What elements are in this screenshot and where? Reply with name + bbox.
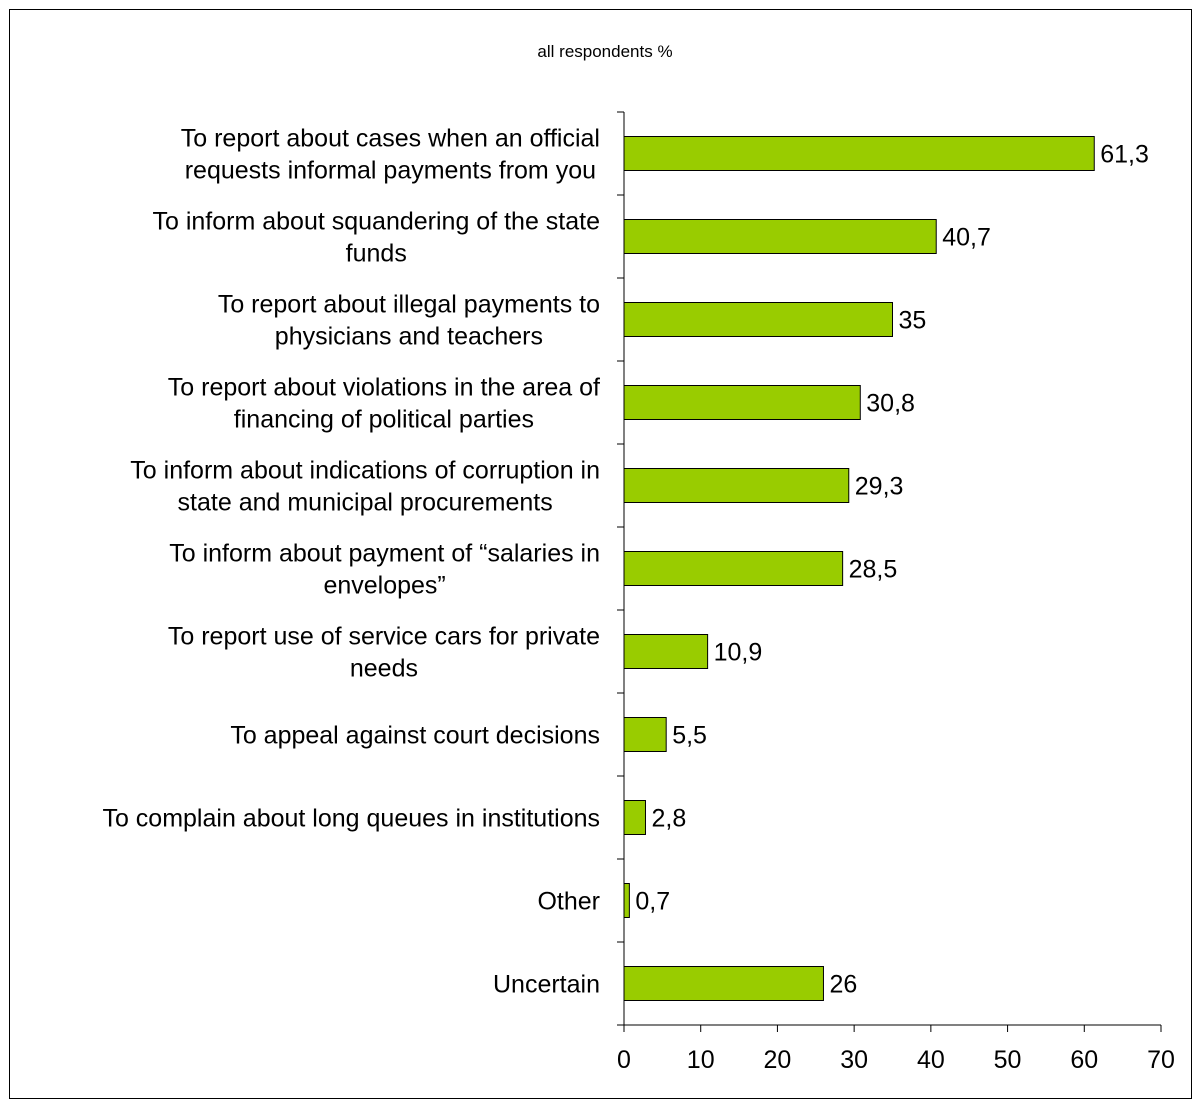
bar <box>623 800 646 835</box>
bar <box>623 219 937 254</box>
value-labels-group: 61,3 40,7 35 30,8 29,3 28,5 10,9 5,5 2,8 0,7 26 <box>635 141 1149 999</box>
category-label: physicians and teachers <box>275 323 543 351</box>
category-label: funds <box>346 240 407 268</box>
category-label: To inform about indications of corruptio… <box>130 457 600 485</box>
category-label: state and municipal procurements <box>178 489 553 517</box>
category-label: Uncertain <box>493 971 600 999</box>
x-tick-label: 50 <box>994 1046 1022 1074</box>
category-label: envelopes” <box>323 572 445 600</box>
bar-value-label: 35 <box>899 307 927 335</box>
bar <box>623 302 893 337</box>
category-label: To inform about squandering of the state <box>152 208 600 236</box>
category-label: To appeal against court decisions <box>230 722 600 750</box>
bar <box>623 385 861 420</box>
category-label: To complain about long queues in institu… <box>102 805 600 833</box>
bar-value-label: 30,8 <box>866 390 915 418</box>
chart-subtitle: all respondents % <box>537 42 672 61</box>
category-label: financing of political parties <box>234 406 534 434</box>
bar-value-label: 29,3 <box>855 473 904 501</box>
category-label: requests informal payments from you <box>185 157 596 185</box>
x-tick-label: 70 <box>1147 1046 1175 1074</box>
bar-value-label: 5,5 <box>672 722 707 750</box>
category-label: needs <box>350 655 418 683</box>
x-tick-label: 0 <box>617 1046 631 1074</box>
bar <box>623 883 630 918</box>
bar <box>623 717 667 752</box>
bar-value-label: 28,5 <box>849 556 898 584</box>
bar <box>623 136 1095 171</box>
x-ticks-group: 0 10 20 30 40 50 60 70 <box>617 1046 1175 1074</box>
bar <box>623 634 709 669</box>
bar <box>623 966 824 1001</box>
chart-frame <box>9 9 1192 1099</box>
category-label: To report about illegal payments to <box>218 291 600 319</box>
bars-group <box>623 136 1095 1001</box>
bar-value-label: 61,3 <box>1100 141 1149 169</box>
bar-value-label: 0,7 <box>635 888 670 916</box>
category-label: To inform about payment of “salaries in <box>169 540 600 568</box>
category-label: To report about violations in the area o… <box>168 374 600 402</box>
bar <box>623 468 850 503</box>
bar <box>623 551 844 586</box>
x-tick-label: 10 <box>687 1046 715 1074</box>
bar-value-label: 10,9 <box>714 639 763 667</box>
x-tick-label: 40 <box>917 1046 945 1074</box>
x-tick-label: 20 <box>764 1046 792 1074</box>
x-tick-label: 60 <box>1070 1046 1098 1074</box>
bar-value-label: 40,7 <box>942 224 991 252</box>
bar-value-label: 2,8 <box>651 805 686 833</box>
x-tick-label: 30 <box>840 1046 868 1074</box>
category-label: To report use of service cars for privat… <box>168 623 600 651</box>
bar-value-label: 26 <box>829 971 857 999</box>
category-label: Other <box>537 888 600 916</box>
category-label: To report about cases when an official <box>181 125 600 153</box>
category-labels-group: To report about cases when an official re… <box>102 125 600 999</box>
